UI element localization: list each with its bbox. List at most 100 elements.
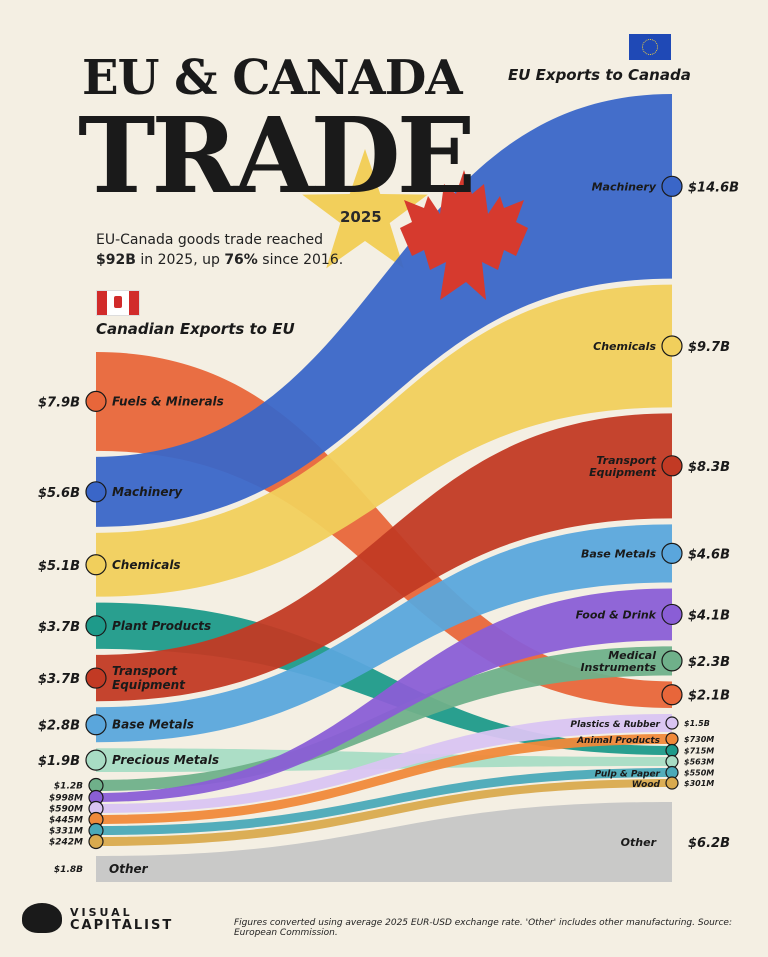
subtitle-pct: 76% xyxy=(224,252,258,268)
flow--998m xyxy=(96,588,672,802)
right-ingot-icon xyxy=(661,542,683,565)
left-label: Fuels & Minerals xyxy=(112,394,224,408)
left-ingot-icon xyxy=(85,714,107,736)
right-value: $2.3B xyxy=(688,655,730,670)
right-bottle-icon xyxy=(665,716,679,730)
left-truck-icon xyxy=(85,667,107,689)
right-wood-icon xyxy=(665,776,679,790)
flow-transport-equipment xyxy=(96,413,672,702)
flow--331m xyxy=(96,768,672,835)
footer-note: Figures converted using average 2025 EUR… xyxy=(234,918,732,938)
right-stethoscope-icon xyxy=(661,650,683,672)
subtitle-mid: in 2025, up xyxy=(135,252,225,268)
right-label: Base Metals xyxy=(581,547,657,560)
flows xyxy=(96,94,672,882)
right-value: $2.1B xyxy=(688,689,730,704)
left-gear-icon xyxy=(85,481,107,503)
canada-flag-icon xyxy=(96,290,140,316)
left-value: $3.7B xyxy=(38,620,80,635)
right-value: $715M xyxy=(684,747,714,756)
star-icon xyxy=(302,149,428,269)
left-value: $1.2B xyxy=(54,782,83,792)
right-value: $8.3B xyxy=(688,460,730,475)
right-value: $9.7B xyxy=(688,340,730,355)
right-value: $4.6B xyxy=(688,547,730,562)
right-label: Transport xyxy=(596,454,656,467)
subtitle: EU-Canada goods trade reached $92B in 20… xyxy=(96,230,356,270)
right-fuel-icon xyxy=(661,684,683,706)
right-truck-icon xyxy=(661,455,683,477)
left-gem-icon xyxy=(85,749,107,771)
year-label: 2025 xyxy=(340,208,382,226)
right-value: $563M xyxy=(684,758,714,767)
left-label: Chemicals xyxy=(112,558,181,572)
right-value: $6.2B xyxy=(688,836,730,851)
right-label: Plastics & Rubber xyxy=(570,720,660,730)
maple-leaf-icon xyxy=(400,170,528,300)
right-gem-icon xyxy=(665,754,679,769)
flow-chemicals xyxy=(96,284,672,597)
visual-capitalist-logo-icon xyxy=(22,903,62,933)
left-value: $3.7B xyxy=(38,672,80,687)
right-value: $301M xyxy=(684,779,714,788)
right-value: $4.1B xyxy=(688,608,730,623)
right-value: $730M xyxy=(684,735,714,744)
labels: $7.9B Fuels & Minerals $5.6B Machinery $5.1B… xyxy=(38,175,739,876)
flow--242m xyxy=(96,779,672,846)
logo-line-2: CAPITALIST xyxy=(70,918,174,933)
right-value: $550M xyxy=(684,769,714,778)
right-label: Wood xyxy=(632,780,661,790)
flow--445m xyxy=(96,734,672,824)
right-flask-icon xyxy=(661,335,683,357)
right-label: Equipment xyxy=(589,466,657,479)
right-animal-icon xyxy=(665,732,679,746)
flow--590m xyxy=(96,714,672,813)
eu-flag-icon xyxy=(629,34,671,60)
right-leaf-icon xyxy=(665,743,679,758)
left-value: $1.9B xyxy=(38,754,80,769)
right-label: Animal Products xyxy=(576,736,661,746)
title-line-2: TRADE xyxy=(78,94,476,217)
title-line-1: EU & CANADA xyxy=(82,50,463,106)
left-label: Equipment xyxy=(112,678,186,692)
left-wood-icon xyxy=(88,833,104,850)
right-label: Pulp & Paper xyxy=(595,770,661,780)
left-label: Plant Products xyxy=(112,619,211,633)
left-label: Transport xyxy=(112,664,178,678)
logo-line-1: VISUAL xyxy=(70,906,133,919)
left-label: Machinery xyxy=(112,485,183,499)
left-title: Canadian Exports to EU xyxy=(96,320,295,338)
left-label: Other xyxy=(109,862,149,876)
right-label: Chemicals xyxy=(593,340,656,353)
decorations xyxy=(302,149,428,269)
left-value: $590M xyxy=(49,805,83,815)
subtitle-total: $92B xyxy=(96,252,136,268)
left-value: $7.9B xyxy=(38,395,80,410)
flow-other xyxy=(96,802,672,882)
left-value: $2.8B xyxy=(38,719,80,734)
right-title: EU Exports to Canada xyxy=(508,66,691,84)
right-label: Instruments xyxy=(580,661,656,674)
left-value: $242M xyxy=(49,838,83,848)
left-flask-icon xyxy=(85,554,107,576)
subtitle-pre: EU-Canada goods trade reached xyxy=(96,232,324,248)
left-label: Precious Metals xyxy=(112,753,219,767)
right-value: $1.5B xyxy=(684,719,710,728)
right-gear-icon xyxy=(661,175,683,197)
left-value: $998M xyxy=(49,794,83,804)
right-value: $14.6B xyxy=(688,180,739,195)
left-leaf-icon xyxy=(85,615,107,637)
right-label: Food & Drink xyxy=(576,608,657,621)
right-label: Medical xyxy=(608,649,656,662)
flow-base-metals xyxy=(96,524,672,743)
right-label: Other xyxy=(621,836,657,849)
left-value: $5.1B xyxy=(38,559,80,574)
left-label: Base Metals xyxy=(112,718,194,732)
left-value: $331M xyxy=(49,827,83,837)
subtitle-post: since 2016. xyxy=(257,252,344,268)
right-food-icon xyxy=(661,603,683,626)
left-value: $5.6B xyxy=(38,486,80,501)
left-value: $445M xyxy=(49,816,83,826)
left-fuel-icon xyxy=(85,390,107,413)
